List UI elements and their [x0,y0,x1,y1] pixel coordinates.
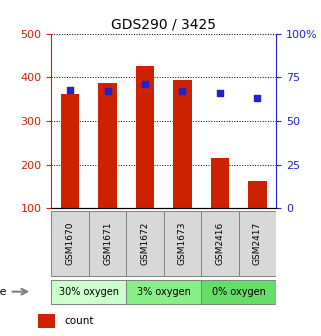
Text: dose: dose [0,287,6,297]
Point [67,87,73,92]
Text: 30% oxygen: 30% oxygen [59,287,119,297]
FancyBboxPatch shape [239,211,276,276]
Bar [98,83,117,208]
Bar [211,158,229,208]
FancyBboxPatch shape [51,211,89,276]
Text: count: count [64,317,94,326]
Title: GDS290 / 3425: GDS290 / 3425 [111,17,216,31]
Text: GSM1672: GSM1672 [141,222,150,265]
FancyBboxPatch shape [51,280,126,304]
Text: 0% oxygen: 0% oxygen [212,287,265,297]
Point [143,82,148,87]
Point [255,95,260,101]
Bar [61,94,79,208]
Bar [38,314,55,329]
Point [180,89,185,94]
FancyBboxPatch shape [126,211,164,276]
Text: GSM2417: GSM2417 [253,222,262,265]
Text: GSM1671: GSM1671 [103,222,112,265]
Text: GSM2416: GSM2416 [215,222,224,265]
FancyBboxPatch shape [164,211,201,276]
Bar [135,66,154,208]
Bar [173,80,192,208]
FancyBboxPatch shape [126,280,201,304]
Point [217,90,222,96]
FancyBboxPatch shape [201,211,239,276]
Text: GSM1670: GSM1670 [65,222,74,265]
Point [105,89,110,94]
FancyBboxPatch shape [89,211,126,276]
Text: GSM1673: GSM1673 [178,222,187,265]
Bar [248,181,267,208]
Text: 3% oxygen: 3% oxygen [137,287,191,297]
FancyBboxPatch shape [201,280,276,304]
